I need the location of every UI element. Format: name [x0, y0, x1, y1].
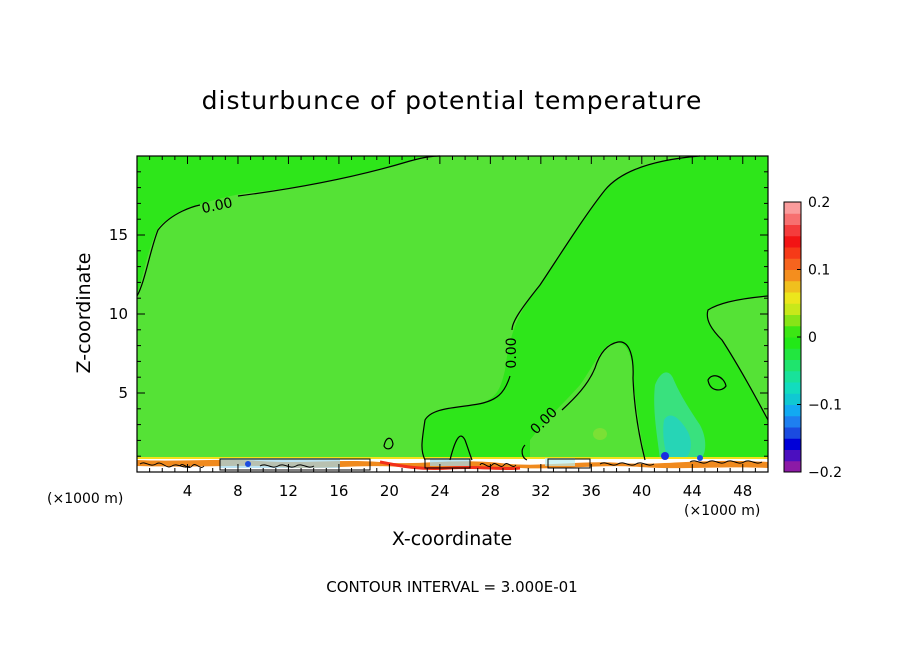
x-unit-label-left: (×1000 m)	[47, 491, 124, 507]
colorbar-tick-label: 0	[808, 330, 817, 346]
x-tick-label: 36	[582, 482, 601, 500]
cyan-plume-core	[663, 415, 691, 460]
contour-interval-label: CONTOUR INTERVAL = 3.000E-01	[326, 578, 578, 596]
colorbar: 0.2 0.1 0 −0.1 −0.2	[783, 195, 842, 481]
x-tick-label: 40	[632, 482, 651, 500]
colorbar-segment	[784, 449, 801, 462]
colorbar-segment	[784, 224, 801, 237]
colorbar-segment	[784, 202, 801, 214]
x-tick-label: 28	[481, 482, 500, 500]
field-region-a	[137, 156, 700, 460]
colorbar-segment	[784, 269, 801, 282]
colorbar-segment	[784, 393, 801, 405]
x-tick-label: 32	[531, 482, 550, 500]
colorbar-segment	[784, 382, 801, 394]
contour-label-1: 0.00	[200, 195, 234, 217]
colorbar-tick-label: 0.2	[808, 195, 830, 211]
colorbar-tick-label: −0.1	[808, 398, 842, 414]
x-axis: 4 8 12 16 20 24 28 32 36 40 44 48	[149, 156, 756, 500]
spot-a	[593, 428, 607, 440]
contour-label-2: 0.00	[504, 337, 520, 368]
colorbar-segment	[784, 438, 801, 450]
y-tick-label: 15	[109, 226, 128, 244]
colorbar-segment	[784, 359, 801, 372]
colorbar-segment	[784, 303, 801, 315]
colorbar-segment	[784, 415, 801, 428]
colorbar-segment	[784, 460, 801, 473]
zero-contours	[136, 155, 769, 461]
colorbar-segment	[784, 280, 801, 293]
colorbar-segment	[784, 292, 801, 304]
x-tick-label: 4	[183, 482, 193, 500]
colorbar-segment	[784, 247, 801, 259]
colorbar-segment	[784, 258, 801, 270]
colorbar-segment	[784, 427, 801, 439]
x-tick-label: 12	[279, 482, 298, 500]
colorbar-segment	[784, 404, 801, 417]
x-tick-label: 20	[380, 482, 399, 500]
y-tick-label: 5	[118, 384, 128, 402]
colorbar-segment	[784, 325, 801, 338]
x-tick-label: 8	[233, 482, 243, 500]
field-region-b	[707, 296, 768, 420]
colorbar-segment	[784, 314, 801, 327]
surface-cold-spots	[220, 452, 703, 468]
x-tick-label: 44	[683, 482, 702, 500]
y-axis: 5 10 15	[109, 171, 768, 457]
x-axis-label: X-coordinate	[391, 528, 513, 550]
chart-title: disturbunce of potential temperature	[201, 86, 703, 115]
colorbar-tick-label: 0.1	[808, 263, 830, 279]
colorbar-segment	[784, 337, 801, 349]
colorbar-segment	[784, 370, 801, 383]
field-region-c	[530, 342, 645, 458]
colorbar-segment	[784, 348, 801, 360]
x-tick-label: 48	[733, 482, 752, 500]
x-tick-label: 16	[329, 482, 348, 500]
upper-left-field	[137, 156, 440, 296]
colorbar-segment	[784, 213, 801, 225]
surface-contours	[139, 458, 763, 471]
colorbar-tick-label: −0.2	[808, 465, 842, 481]
x-unit-label-right: (×1000 m)	[684, 503, 761, 519]
y-tick-label: 10	[109, 305, 128, 323]
x-tick-label: 24	[430, 482, 449, 500]
colorbar-segment	[784, 235, 801, 248]
